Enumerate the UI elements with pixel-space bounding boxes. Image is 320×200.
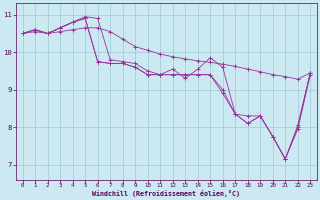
X-axis label: Windchill (Refroidissement éolien,°C): Windchill (Refroidissement éolien,°C) — [92, 190, 240, 197]
